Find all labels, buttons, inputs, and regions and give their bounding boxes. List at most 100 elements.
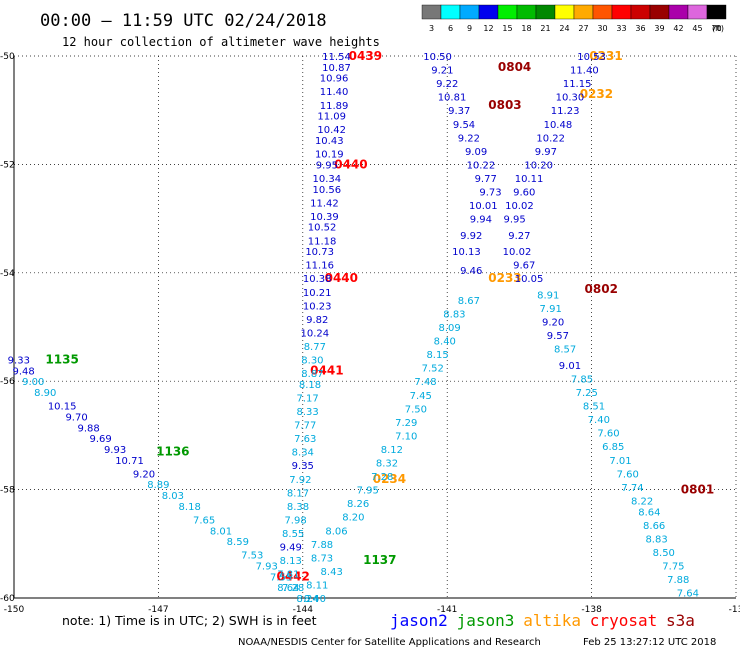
wave-height-labels: 0439 0440 0440 0441 0442 0804 0803 0802 0801 0231…	[8, 49, 715, 605]
wave-height-label: 9.93	[104, 445, 126, 456]
pass-time-label: 0804	[498, 60, 531, 74]
wave-height-label: 7.81	[277, 570, 299, 581]
footer-credit: NOAA/NESDIS Center for Satellite Applica…	[238, 637, 541, 648]
wave-height-label: 8.57	[554, 345, 576, 356]
colorbar-swatch	[478, 4, 499, 20]
wave-height-label: 10.52	[308, 223, 337, 234]
x-tick-labels: -150 -147 -144 -141 -138 -13	[4, 605, 740, 615]
colorbar-label: 36	[635, 24, 645, 33]
wave-height-label: 11.09	[317, 112, 346, 123]
wave-height-label: 8.30	[301, 356, 323, 367]
wave-height-label: 7.28	[371, 472, 393, 483]
y-tick-labels: -50 -52 -54 -56 -58 -60	[0, 52, 15, 604]
footer-timestamp: Feb 25 13:27:12 UTC 2018	[583, 637, 716, 648]
wave-height-label: 9.77	[475, 174, 497, 185]
y-tick-label: -56	[0, 377, 15, 387]
wave-height-label: 9.20	[133, 469, 155, 480]
colorbar-label: 33	[616, 24, 626, 33]
x-tick-label: -138	[581, 605, 602, 615]
wave-height-label: 7.60	[597, 429, 619, 440]
x-tick-label: -144	[293, 605, 314, 615]
wave-height-label: 8.18	[179, 502, 201, 513]
wave-height-label: 8.89	[147, 480, 169, 491]
wave-height-label: 11.16	[305, 261, 334, 272]
wave-height-label: 7.88	[311, 540, 333, 551]
wave-height-label: 7.60	[617, 469, 639, 480]
wave-height-label: 8.90	[34, 388, 56, 399]
wave-height-label: 10.39	[310, 212, 339, 223]
colorbar-swatch	[630, 4, 651, 20]
wave-height-label: 8.67	[458, 296, 480, 307]
colorbar: 3 6 9 12 15 18 21 24 27 30 33 36 39 42 45 70(ft)	[421, 4, 727, 33]
wave-height-label: 8.40	[304, 594, 326, 605]
colorbar-swatch	[440, 4, 461, 20]
colorbar-swatch	[516, 4, 537, 20]
wave-height-label: 9.49	[280, 543, 302, 554]
wave-height-label: 10.42	[317, 125, 346, 136]
wave-height-label: 9.88	[77, 423, 99, 434]
colorbar-unit: (ft)	[712, 24, 724, 33]
wave-height-label: 8.40	[434, 337, 456, 348]
wave-height-label: 10.43	[315, 136, 344, 147]
x-tick-label: -150	[4, 605, 25, 615]
wave-height-label: 9.73	[479, 188, 501, 199]
wave-height-label: 10.20	[524, 160, 553, 171]
wave-height-label: 7.95	[357, 486, 379, 497]
wave-height-label: 7.01	[609, 456, 631, 467]
wave-height-label: 10.71	[115, 456, 144, 467]
wave-height-label: 11.89	[320, 101, 349, 112]
wave-height-label: 8.12	[381, 445, 403, 456]
pass-time-label: 0440	[325, 271, 358, 285]
pass-time-label: 0439	[349, 49, 382, 63]
wave-height-label: 8.34	[292, 448, 314, 459]
wave-height-label: 8.20	[342, 513, 364, 524]
wave-height-label: 7.64	[677, 589, 699, 600]
wave-height-label: 9.97	[535, 147, 557, 158]
wave-height-label: 10.87	[322, 63, 351, 74]
colorbar-swatch	[611, 4, 632, 20]
wave-height-label: 9.01	[559, 361, 581, 372]
wave-height-label: 10.34	[313, 174, 342, 185]
wave-height-label: 8.11	[306, 580, 328, 591]
wave-height-label: 10.21	[303, 288, 332, 299]
wave-height-label: 8.18	[299, 380, 321, 391]
wave-height-label: 9.60	[513, 188, 535, 199]
y-tick-label: -50	[0, 52, 15, 62]
chart-title: 00:00 – 11:59 UTC 02/24/2018	[40, 11, 327, 31]
wave-height-label: 9.82	[306, 315, 328, 326]
footer-note: note: 1) Time is in UTC; 2) SWH is in fe…	[62, 613, 317, 628]
wave-height-label: 8.22	[631, 496, 653, 507]
wave-height-label: 8.64	[277, 583, 299, 594]
wave-height-label: 9.69	[90, 434, 112, 445]
grid-lines	[14, 55, 737, 598]
wave-height-label: 7.40	[588, 415, 610, 426]
wave-height-label: 10.38	[303, 274, 332, 285]
wave-height-label: 9.70	[65, 412, 87, 423]
pass-time-label: 0233	[488, 271, 521, 285]
colorbar-swatch	[649, 4, 670, 20]
wave-height-label: 9.37	[448, 106, 470, 117]
wave-height-label: 8.51	[583, 402, 605, 413]
legend-item-jason2: jason2	[390, 611, 448, 630]
wave-height-label: 7.48	[414, 377, 436, 388]
wave-height-label: 7.10	[395, 431, 417, 442]
colorbar-label: 45	[692, 24, 702, 33]
wave-height-label: 8.15	[426, 350, 448, 361]
wave-height-label: 9.21	[431, 66, 453, 77]
wave-height-label: 7.29	[395, 418, 417, 429]
wave-height-label: 8.13	[280, 556, 302, 567]
wave-height-label: 7.65	[193, 515, 215, 526]
wave-height-label: 8.03	[162, 491, 184, 502]
wave-height-label: 7.50	[405, 404, 427, 415]
wave-height-label: 7.77	[294, 421, 316, 432]
y-tick-label: -54	[0, 269, 15, 279]
colorbar-label: 39	[654, 24, 664, 33]
y-tick-label: -52	[0, 160, 15, 170]
wave-height-label: 8.83	[645, 534, 667, 545]
wave-height-label: 7.75	[662, 561, 684, 572]
wave-height-label: 10.01	[469, 201, 498, 212]
wave-height-label: 7.53	[241, 551, 263, 562]
wave-height-label: 8.43	[321, 567, 343, 578]
legend-item-altika: altika	[523, 611, 581, 630]
